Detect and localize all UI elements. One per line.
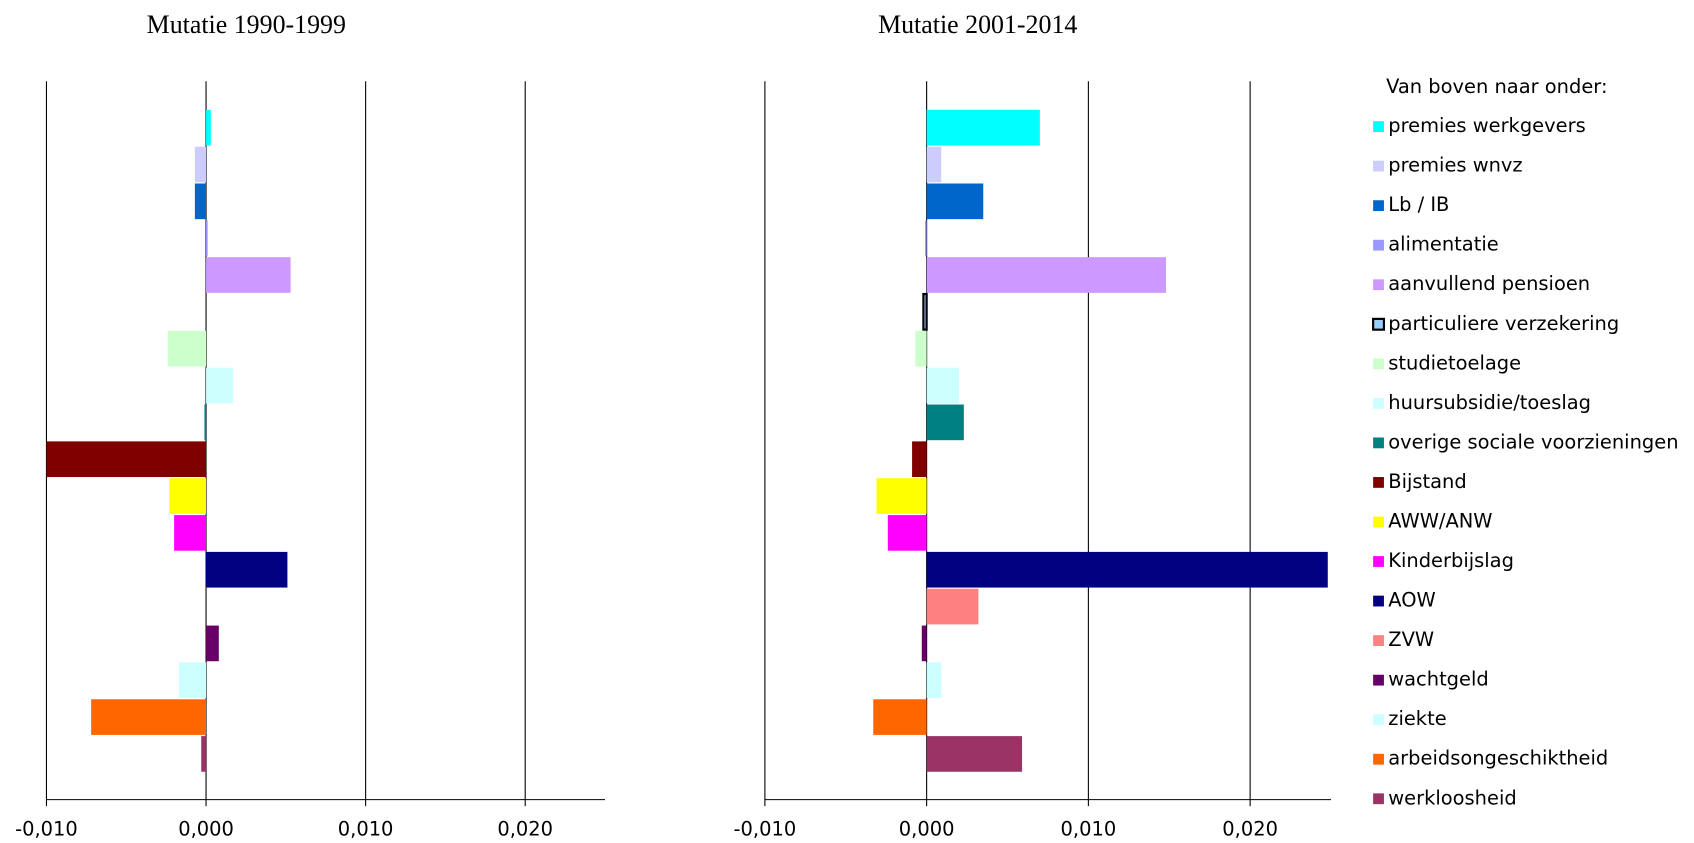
legend-label: premies wnvz <box>1388 154 1522 177</box>
x-tick-label: 0,000 <box>899 817 955 840</box>
bar <box>926 367 959 404</box>
legend-swatch <box>1373 200 1384 212</box>
legend-label: Bijstand <box>1388 470 1466 493</box>
legend-label: AOW <box>1388 589 1435 612</box>
legend-swatch <box>1373 635 1384 646</box>
bar <box>926 404 964 441</box>
x-tick-label: -0,010 <box>15 817 78 840</box>
legend-label: aanvullend pensioen <box>1388 272 1590 295</box>
legend-swatch <box>1373 121 1384 132</box>
legend-label: premies werkgevers <box>1388 114 1585 137</box>
bar <box>91 699 207 735</box>
bar <box>887 515 927 551</box>
bar <box>912 441 927 478</box>
bar <box>46 441 207 478</box>
legend-label: ziekte <box>1388 707 1446 730</box>
bar <box>926 146 942 183</box>
legend-swatch <box>1373 437 1384 449</box>
bar <box>926 588 979 625</box>
legend-label: werkloosheid <box>1388 786 1516 809</box>
legend-label: studietoelage <box>1388 351 1521 374</box>
x-tick-label: 0,020 <box>1222 817 1278 840</box>
bar <box>167 330 207 367</box>
legend-swatch <box>1373 239 1384 251</box>
legend-swatch <box>1373 674 1384 686</box>
bar <box>926 736 1023 772</box>
x-tick-label: -0,010 <box>734 817 797 840</box>
legend-title: Van boven naar onder: <box>1386 75 1607 98</box>
bar <box>174 515 207 551</box>
legend-swatch <box>1373 595 1384 607</box>
legend-swatch <box>1373 793 1384 805</box>
bar <box>194 183 207 220</box>
bar <box>926 183 984 220</box>
bar <box>921 625 927 662</box>
x-tick-label: 0,020 <box>497 817 553 840</box>
legend-swatch <box>1373 160 1384 172</box>
legend-label: overige sociale voorzieningen <box>1388 430 1678 453</box>
bar <box>206 109 211 146</box>
legend-label: ZVW <box>1388 628 1434 651</box>
bar <box>926 551 1328 588</box>
legend-label: alimentatie <box>1388 233 1498 256</box>
bar <box>926 257 1167 293</box>
bar <box>922 292 928 331</box>
chart-title: Mutatie 2001-2014 <box>878 10 1077 39</box>
bar <box>206 625 219 662</box>
bar <box>204 404 207 441</box>
bar <box>169 478 207 514</box>
legend-swatch <box>1373 477 1384 488</box>
bar <box>206 257 291 293</box>
bar <box>925 220 927 256</box>
legend-swatch <box>1372 317 1386 331</box>
x-tick-label: 0,000 <box>178 817 234 840</box>
bar <box>178 662 207 699</box>
legend-label: AWW/ANW <box>1388 509 1492 532</box>
legend-label: particuliere verzekering <box>1388 312 1619 335</box>
legend-label: wachtgeld <box>1388 668 1488 691</box>
bar <box>873 699 927 735</box>
legend-label: Kinderbijslag <box>1388 549 1514 572</box>
bar <box>926 109 1040 146</box>
legend-swatch <box>1373 714 1384 726</box>
legend-swatch <box>1373 753 1384 765</box>
x-tick-label: 0,010 <box>1061 817 1117 840</box>
bar <box>926 662 942 699</box>
x-tick-label: 0,010 <box>338 817 394 840</box>
legend-label: arbeidsongeschiktheid <box>1388 747 1608 770</box>
bar <box>206 367 234 404</box>
legend-swatch <box>1373 358 1384 370</box>
legend-swatch <box>1373 397 1384 409</box>
legend-swatch <box>1373 556 1384 567</box>
legend-swatch <box>1373 279 1384 291</box>
legend-label: Lb / IB <box>1388 193 1449 216</box>
bar <box>206 551 288 588</box>
bar <box>876 478 927 514</box>
bar <box>194 146 207 183</box>
legend-swatch <box>1373 516 1384 528</box>
bar <box>206 220 208 256</box>
legend-label: huursubsidie/toeslag <box>1388 391 1591 414</box>
bar <box>201 736 207 772</box>
bar <box>915 330 927 367</box>
chart-title: Mutatie 1990-1999 <box>147 10 346 39</box>
